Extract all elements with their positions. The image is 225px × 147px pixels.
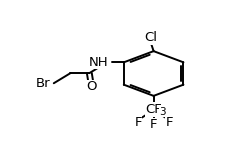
Text: Br: Br: [36, 77, 50, 90]
Text: O: O: [86, 80, 97, 93]
Text: F: F: [150, 118, 157, 131]
Text: CF: CF: [145, 103, 162, 116]
Text: 3: 3: [159, 107, 165, 117]
Text: F: F: [165, 116, 173, 129]
Text: F: F: [134, 116, 142, 129]
Text: NH: NH: [89, 56, 108, 69]
Text: Cl: Cl: [144, 31, 157, 44]
